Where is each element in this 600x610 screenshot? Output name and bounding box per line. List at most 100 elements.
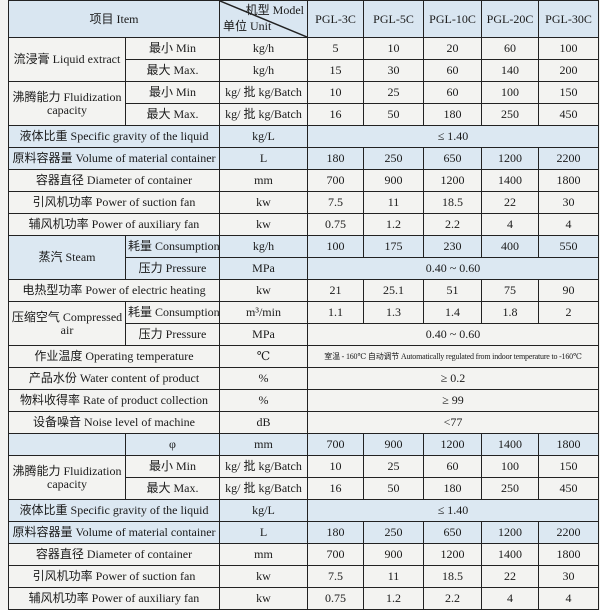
value-cell: 140: [481, 59, 539, 82]
value-cell: 1400: [481, 433, 539, 456]
sub-label: 最小 Min: [125, 455, 220, 478]
sub-label: 最小 Min: [125, 81, 220, 104]
item-label: 容器直径 Diameter of container: [8, 169, 220, 192]
value-cell: 180: [423, 477, 482, 500]
table-row: 电热型功率 Power of electric heating kw 21 25.1 5…: [8, 279, 599, 302]
unit-cell: kg/h: [219, 59, 308, 82]
value-cell: 175: [363, 235, 424, 258]
value-cell: 10: [363, 37, 424, 60]
value-cell: 7.5: [307, 565, 364, 588]
value-cell: 1.1: [307, 301, 364, 324]
value-cell: 1800: [538, 433, 599, 456]
model-header: PGL-10C: [423, 0, 482, 38]
header-row: 项目 Item 机型 Model 单位 Unit PGL-3C PGL-5C P…: [8, 0, 599, 38]
model-header: PGL-20C: [481, 0, 539, 38]
table-row: 压力 Pressure MPa 0.40 ~ 0.60: [9, 323, 599, 346]
value-cell: 700: [307, 169, 364, 192]
item-label: 电热型功率 Power of electric heating: [8, 279, 220, 302]
unit-cell: kg/h: [219, 37, 308, 60]
unit-cell: kg/L: [219, 499, 308, 522]
unit-cell: ℃: [219, 345, 308, 368]
item-label: 引风机功率 Power of suction fan: [8, 565, 220, 588]
value-cell: 25: [363, 81, 424, 104]
value-cell: 2.2: [423, 213, 482, 236]
value-cell: 25: [363, 455, 424, 478]
table-row: 原料容器量 Volume of material container L 180 25…: [8, 521, 599, 544]
item-label: 作业温度 Operating temperature: [8, 345, 220, 368]
value-cell: 1.2: [363, 213, 424, 236]
sub-label: 最小 Min: [125, 37, 220, 60]
value-cell: 11: [363, 191, 424, 214]
unit-cell: %: [219, 389, 308, 412]
value-cell: 4: [481, 213, 539, 236]
unit-cell: kg/ 批 kg/Batch: [219, 81, 308, 104]
unit-cell: dB: [219, 411, 308, 434]
value-cell: 1400: [481, 169, 539, 192]
value-cell: 7.5: [307, 191, 364, 214]
value-cell: 2.2: [423, 587, 482, 610]
sub-label: φ: [125, 433, 220, 456]
value-cell: 250: [363, 147, 424, 170]
table-row: 引风机功率 Power of suction fan kw 7.5 11 18.5 22 3…: [8, 191, 599, 214]
value-cell: 4: [538, 213, 599, 236]
value-cell: 0.75: [307, 587, 364, 610]
value-cell: 2200: [538, 147, 599, 170]
table-row: 流浸膏 Liquid extract 最小 Min kg/h 5 10 20 60 100: [8, 37, 599, 82]
unit-cell: kw: [219, 213, 308, 236]
spec-table: 项目 Item 机型 Model 单位 Unit PGL-3C PGL-5C P…: [8, 0, 599, 610]
merged-value-cell: 室温 - 160℃ 自动调节 Automatically regulated f…: [307, 345, 599, 368]
merged-value-cell: ≥ 0.2: [307, 367, 599, 390]
item-label: 设备噪音 Noise level of machine: [8, 411, 220, 434]
unit-cell: kw: [219, 191, 308, 214]
table-row: 作业温度 Operating temperature ℃ 室温 - 160℃ 自动调…: [8, 345, 599, 368]
group-label: 压缩空气 Compressed air: [8, 301, 126, 346]
value-cell: 650: [423, 147, 482, 170]
value-cell: 700: [307, 433, 364, 456]
value-cell: 100: [538, 37, 599, 60]
value-cell: 5: [307, 37, 364, 60]
unit-cell: mm: [219, 543, 308, 566]
header-unit-label: 单位 Unit: [223, 19, 272, 33]
value-cell: 250: [363, 521, 424, 544]
model-header: PGL-5C: [363, 0, 424, 38]
value-cell: 450: [538, 103, 599, 126]
item-label: 物料收得率 Rate of product collection: [8, 389, 220, 412]
value-cell: 400: [481, 235, 539, 258]
merged-value-cell: 0.40 ~ 0.60: [307, 257, 599, 280]
sub-label: 耗量 Consumption: [125, 235, 220, 258]
unit-cell: kw: [219, 565, 308, 588]
value-cell: 1200: [481, 147, 539, 170]
table-row: 最大 Max. kg/ 批 kg/Batch 16 50 180 250 450: [9, 103, 599, 126]
value-cell: 1200: [423, 169, 482, 192]
value-cell: 30: [538, 565, 599, 588]
value-cell: 60: [481, 37, 539, 60]
item-label: 液体比重 Specific gravity of the liquid: [8, 499, 220, 522]
group-label: 沸腾能力 Fluidization capacity: [8, 81, 126, 126]
sub-label: 压力 Pressure: [125, 323, 220, 346]
unit-cell: kg/h: [219, 235, 308, 258]
sub-label: 最大 Max.: [125, 59, 220, 82]
item-label: 原料容器量 Volume of material container: [8, 147, 220, 170]
merged-value-cell: 0.40 ~ 0.60: [307, 323, 599, 346]
value-cell: 1.4: [423, 301, 482, 324]
table-row: φ mm 700 900 1200 1400 1800: [8, 433, 599, 456]
value-cell: 100: [481, 455, 539, 478]
table-row: 液体比重 Specific gravity of the liquid kg/L ≤…: [8, 125, 599, 148]
unit-cell: MPa: [219, 257, 308, 280]
table-row: 压缩空气 Compressed air 耗量 Consumption m³/min 1…: [8, 301, 599, 346]
value-cell: 16: [307, 103, 364, 126]
value-cell: 1.2: [363, 587, 424, 610]
group-label: 流浸膏 Liquid extract: [8, 37, 126, 82]
value-cell: 900: [363, 169, 424, 192]
value-cell: 150: [538, 81, 599, 104]
unit-cell: kg/ 批 kg/Batch: [219, 103, 308, 126]
value-cell: 1.3: [363, 301, 424, 324]
item-label: 容器直径 Diameter of container: [8, 543, 220, 566]
value-cell: 22: [481, 191, 539, 214]
value-cell: 4: [538, 587, 599, 610]
merged-value-cell: ≥ 99: [307, 389, 599, 412]
value-cell: 16: [307, 477, 364, 500]
value-cell: 10: [307, 455, 364, 478]
table-row: 沸腾能力 Fluidization capacity 最小 Min kg/ 批 kg…: [8, 81, 599, 126]
value-cell: 1800: [538, 543, 599, 566]
